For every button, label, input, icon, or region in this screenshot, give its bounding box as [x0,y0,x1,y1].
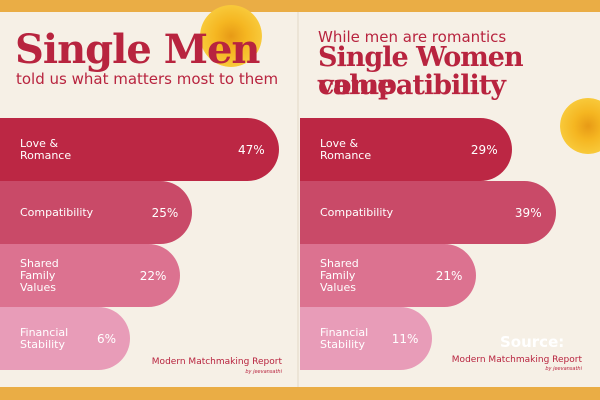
bar: Financial Stability 6% [0,307,130,370]
right-title-line2: compatibility [318,70,506,101]
bottom-band [0,387,600,400]
top-band [0,0,600,12]
bar-category-label: Financial Stability [320,325,369,351]
bar-value-label: 22% [139,268,167,283]
left-subtitle: told us what matters most to them [16,70,279,88]
source-label: Source: [500,333,565,351]
divider [297,12,299,387]
left-title: Single Men [15,26,261,73]
source-report-left: Modern Matchmaking Report [151,357,282,367]
bar-value-label: 29% [470,142,498,157]
bar-value-label: 39% [514,205,542,220]
bar: Compatibility 25% [0,181,193,244]
right-title-line1: Single Women value [318,42,524,101]
bar-category-label: Compatibility [20,205,94,219]
bar: Financial Stability 11% [300,307,433,370]
bar: Compatibility 39% [300,181,556,244]
bar-category-label: Compatibility [320,205,394,219]
bar-category-label: Shared Family Values [20,256,59,294]
bar: Love & Romance 47% [0,118,279,181]
bar-category-label: Financial Stability [20,325,69,351]
bar: Love & Romance 29% [300,118,512,181]
bar-value-label: 11% [391,331,419,346]
bar-category-label: Love & Romance [20,136,72,162]
marigold-flower-image [200,5,262,67]
marigold-flower-image [560,98,600,154]
bar-value-label: 25% [151,205,179,220]
source-report-right: Modern Matchmaking Report [451,355,582,365]
bar-value-label: 21% [435,268,463,283]
bar-value-label: 47% [238,142,265,157]
source-by-right: by jeevansathi [545,366,582,372]
bar: Shared Family Values 21% [300,244,477,307]
source-by-left: by jeevansathi [245,369,282,375]
bar: Shared Family Values 22% [0,244,181,307]
bar-value-label: 6% [96,331,116,346]
bar-category-label: Love & Romance [320,136,372,162]
bar-category-label: Shared Family Values [320,256,359,294]
right-subtitle: While men are romantics [318,28,507,46]
